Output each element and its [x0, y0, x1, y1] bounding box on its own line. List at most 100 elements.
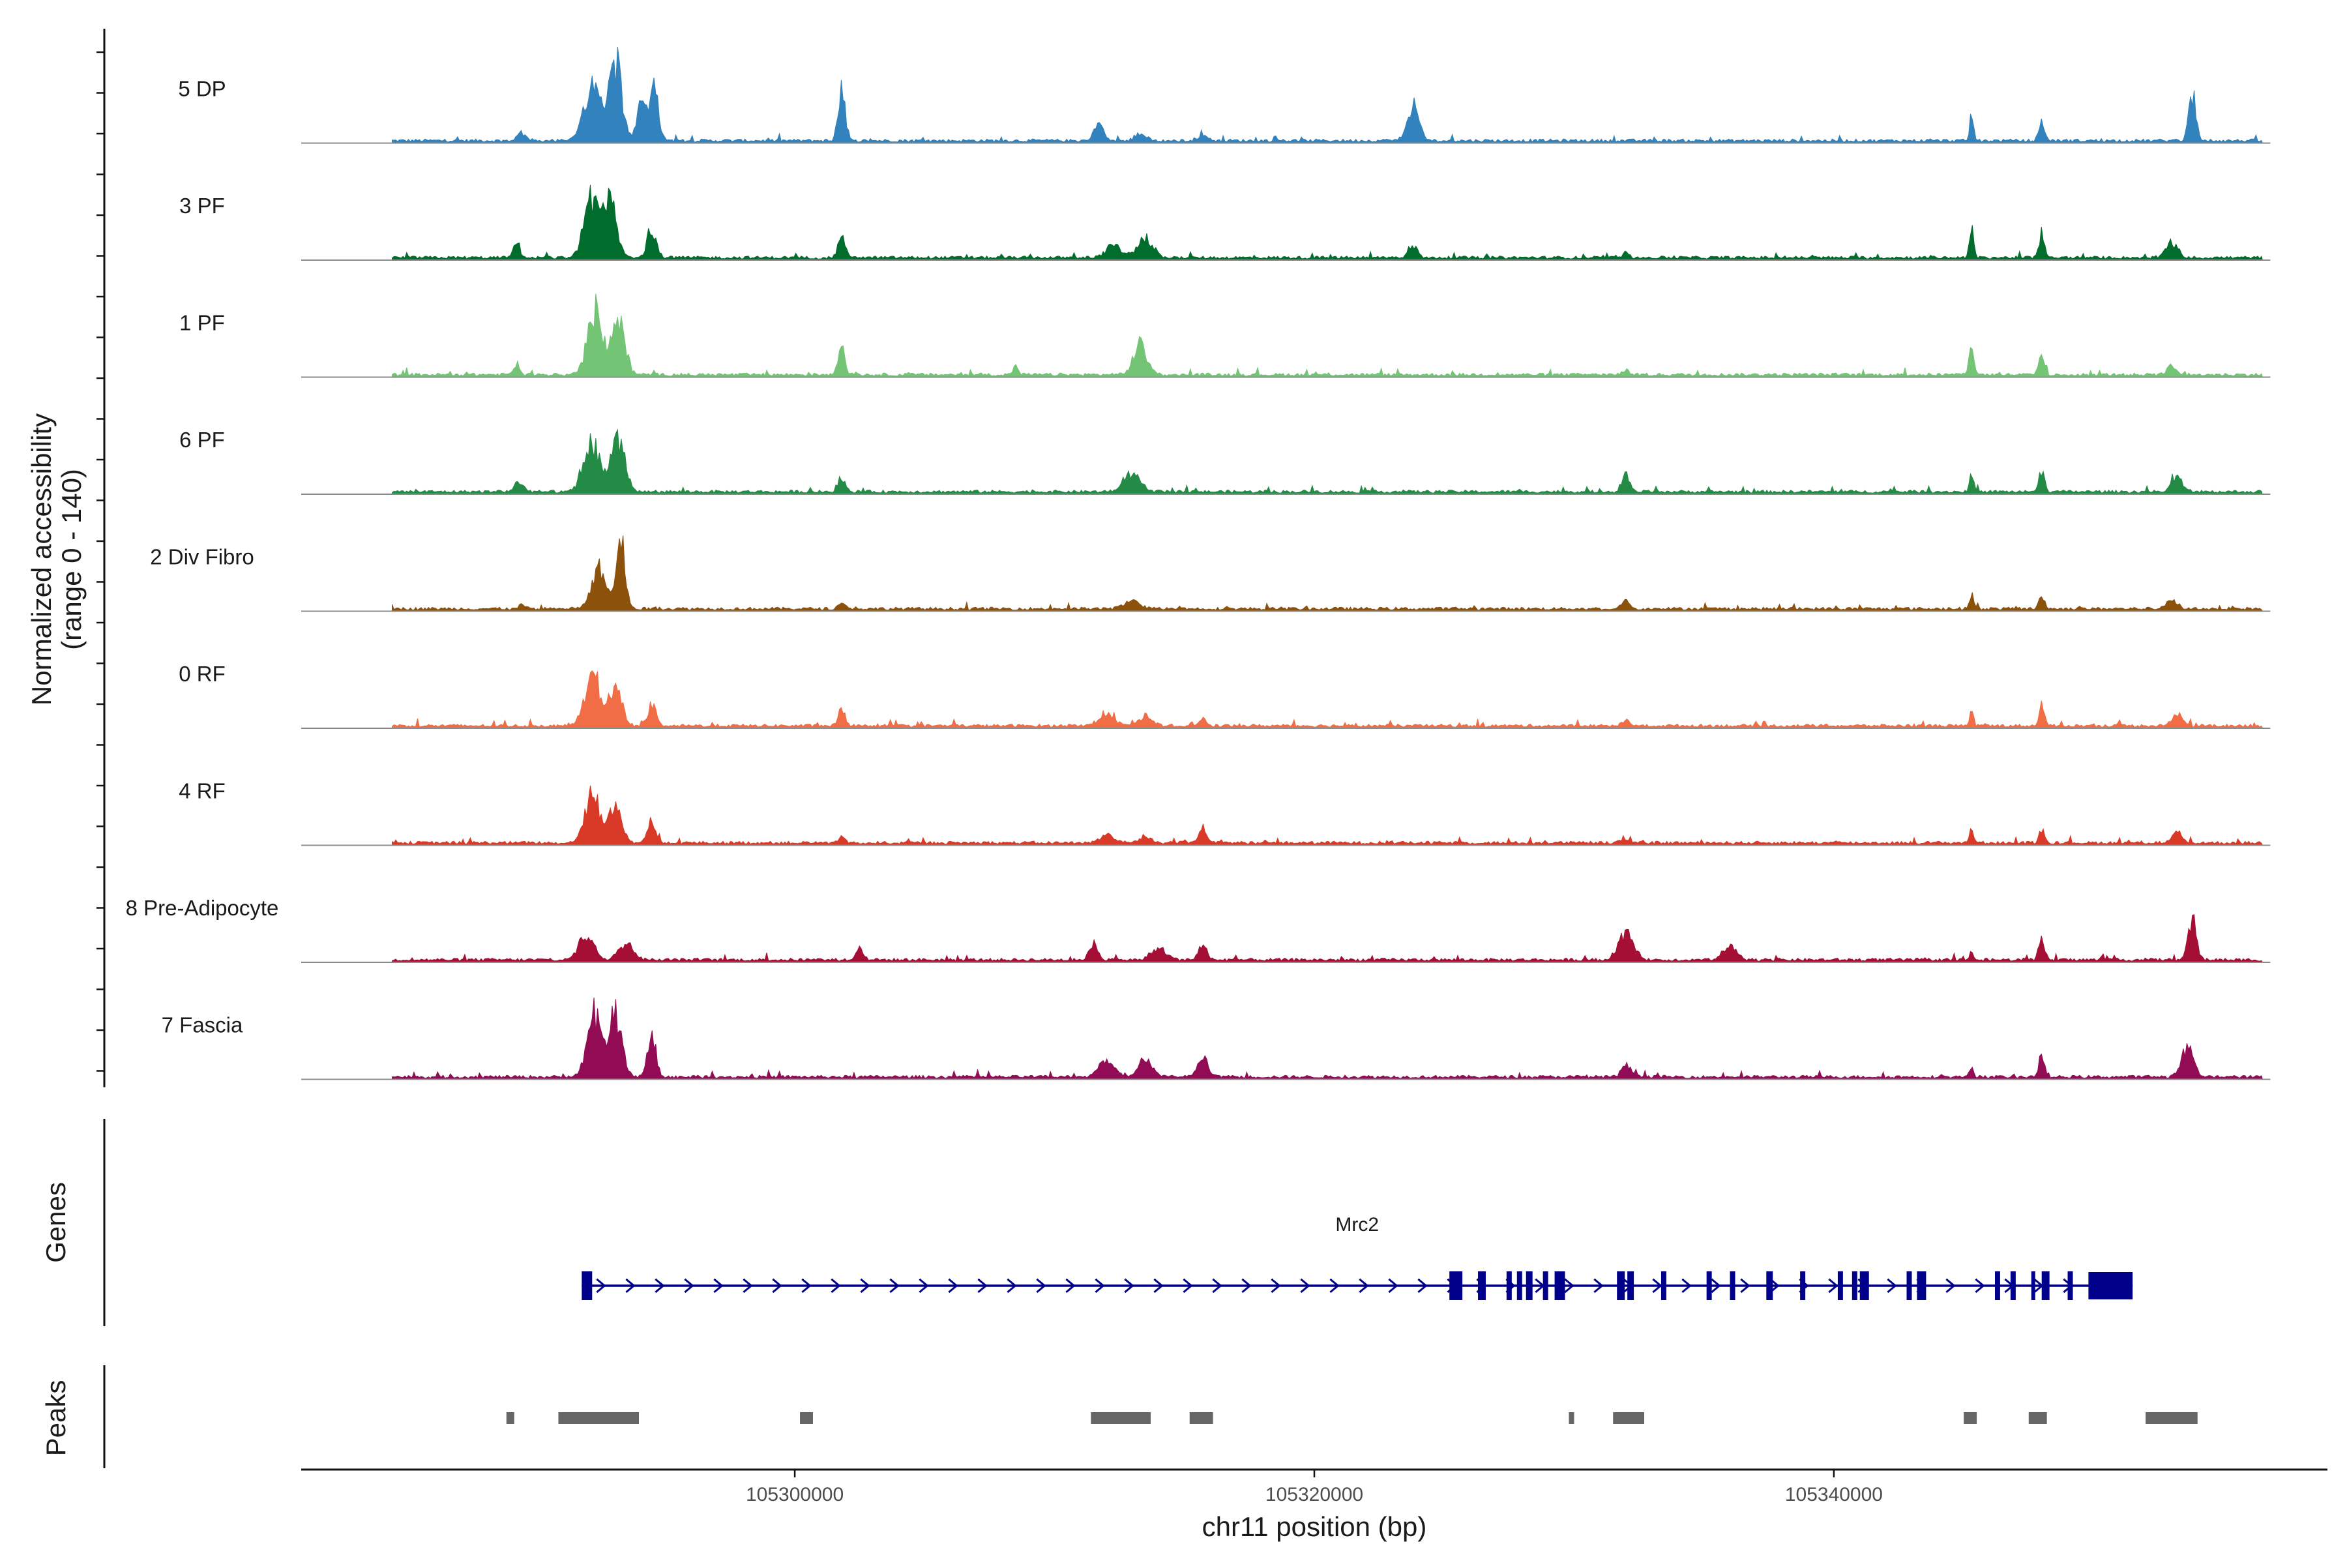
- gene-exon: [1627, 1271, 1634, 1300]
- coverage-area: [392, 914, 2264, 963]
- strand-arrow: [1388, 1278, 1398, 1294]
- track-7-fascia: 7 Fascia: [162, 997, 2271, 1080]
- peak-region: [1964, 1412, 1977, 1424]
- coverage-area: [392, 185, 2264, 261]
- track-2-div-fibro: 2 Div Fibro: [150, 535, 2271, 612]
- strand-arrow: [1417, 1278, 1428, 1294]
- strand-arrow: [1975, 1278, 1985, 1294]
- track-label: 1 PF: [179, 311, 225, 335]
- strand-arrow: [831, 1278, 841, 1294]
- track-0-rf: 0 RF: [179, 662, 2271, 729]
- gene-exon: [1730, 1271, 1735, 1300]
- gene-exon: [1526, 1271, 1533, 1300]
- track-label: 0 RF: [179, 662, 226, 686]
- gene-exon: [1516, 1271, 1522, 1300]
- strand-arrow: [1593, 1278, 1604, 1294]
- strand-arrow: [1681, 1278, 1692, 1294]
- peak-region: [1091, 1412, 1151, 1424]
- strand-arrow: [1652, 1278, 1662, 1294]
- strand-arrow: [1271, 1278, 1281, 1294]
- strand-arrow: [1329, 1278, 1340, 1294]
- coverage-tracks: 5 DP 3 PF 1 PF 6 PF 2 Div Fibro 0 RF 4 RF 8 Pre…: [126, 47, 2271, 1080]
- gene-exon: [1837, 1271, 1843, 1300]
- gene-exon: [2031, 1271, 2035, 1300]
- track-3-pf: 3 PF: [179, 185, 2271, 261]
- strand-arrow: [860, 1278, 870, 1294]
- strand-arrow: [684, 1278, 694, 1294]
- strand-arrow: [1153, 1278, 1164, 1294]
- peaks-panel-title: Peaks: [40, 1380, 71, 1457]
- strand-arrow: [1945, 1278, 1956, 1294]
- strand-arrow: [596, 1278, 606, 1294]
- x-axis: 105300000 105320000 105340000 chr11 positio…: [301, 1468, 2327, 1542]
- strand-arrow: [655, 1278, 665, 1294]
- gene-exon: [1906, 1271, 1912, 1300]
- coverage-area: [392, 670, 2264, 729]
- track-label: 7 Fascia: [162, 1013, 243, 1037]
- strand-arrow: [1065, 1278, 1076, 1294]
- strand-arrow: [1769, 1278, 1780, 1294]
- strand-arrow: [1564, 1278, 1574, 1294]
- gene-exon: [1617, 1271, 1625, 1300]
- gene-exon: [1852, 1271, 1857, 1300]
- strand-arrow: [1359, 1278, 1369, 1294]
- gene-exon: [2010, 1271, 2016, 1300]
- track-label: 8 Pre-Adipocyte: [126, 896, 279, 920]
- peak-region: [1189, 1412, 1213, 1424]
- peak-region: [1613, 1412, 1645, 1424]
- gene-exon: [1554, 1271, 1565, 1300]
- strand-arrow: [1828, 1278, 1838, 1294]
- x-tick-label: 105340000: [1785, 1484, 1883, 1505]
- strand-arrow: [889, 1278, 900, 1294]
- gene-exon: [2088, 1272, 2133, 1299]
- strand-arrow: [1212, 1278, 1222, 1294]
- gene-exon: [1766, 1271, 1773, 1300]
- gene-name-label: Mrc2: [1335, 1214, 1379, 1235]
- gene-exon: [1661, 1271, 1666, 1300]
- peak-region: [506, 1412, 514, 1424]
- coverage-area: [392, 535, 2264, 612]
- peak-region: [2146, 1412, 2198, 1424]
- track-8-pre-adipocyte: 8 Pre-Adipocyte: [126, 896, 2271, 963]
- strand-arrow: [1241, 1278, 1252, 1294]
- x-axis-title: chr11 position (bp): [1202, 1511, 1427, 1542]
- coverage-area: [392, 428, 2264, 495]
- strand-arrow: [1300, 1278, 1310, 1294]
- y-axis: Normalized accessibility (range 0 - 140): [26, 29, 106, 1087]
- strand-arrow: [1711, 1278, 1721, 1294]
- gene-exon: [1800, 1271, 1806, 1300]
- y-axis-title-line2: (range 0 - 140): [56, 469, 87, 650]
- gene-exon: [1506, 1271, 1512, 1300]
- strand-arrow: [1007, 1278, 1017, 1294]
- strand-arrow: [772, 1278, 782, 1294]
- strand-arrow: [713, 1278, 724, 1294]
- strand-arrow: [948, 1278, 958, 1294]
- track-4-rf: 4 RF: [179, 779, 2271, 846]
- gene-exon: [1917, 1271, 1926, 1300]
- coverage-area: [392, 997, 2264, 1080]
- strand-arrow: [801, 1278, 812, 1294]
- gene-exon: [1449, 1271, 1463, 1300]
- peaks-panel: Peaks: [40, 1365, 2198, 1468]
- strand-arrow: [1740, 1278, 1750, 1294]
- track-label: 3 PF: [179, 194, 225, 218]
- y-axis-title-line1: Normalized accessibility: [26, 413, 57, 705]
- strand-arrow: [1095, 1278, 1105, 1294]
- strand-arrow: [919, 1278, 929, 1294]
- gene-exon: [582, 1271, 593, 1300]
- peak-region: [800, 1412, 813, 1424]
- track-label: 6 PF: [179, 428, 225, 452]
- coverage-area: [392, 47, 2264, 143]
- track-label: 5 DP: [178, 77, 226, 101]
- x-tick-label: 105320000: [1265, 1484, 1363, 1505]
- gene-exon: [1859, 1271, 1869, 1300]
- gene-exon: [1706, 1271, 1712, 1300]
- genes-panel-title: Genes: [40, 1182, 71, 1263]
- peak-region: [558, 1412, 639, 1424]
- strand-arrow: [1183, 1278, 1193, 1294]
- genes-panel: Genes Mrc2: [40, 1119, 2133, 1326]
- strand-arrow: [1036, 1278, 1046, 1294]
- peak-region: [2028, 1412, 2047, 1424]
